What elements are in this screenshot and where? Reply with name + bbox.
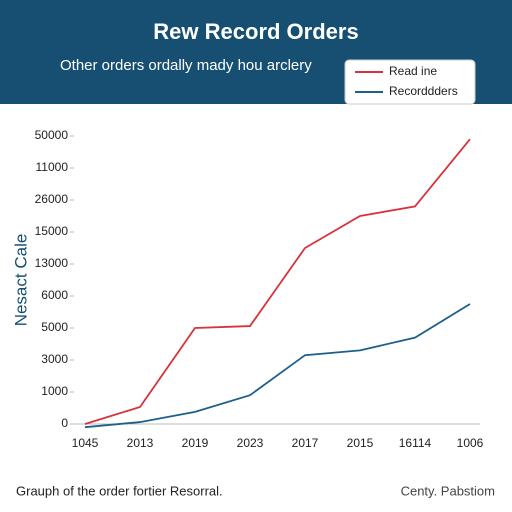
x-tick-label: 16114 xyxy=(399,436,432,450)
y-axis-label: Nesact Cale xyxy=(11,234,30,327)
x-tick-label: 1045 xyxy=(72,436,99,450)
x-tick-label: 2023 xyxy=(237,436,264,450)
data-line xyxy=(84,138,471,425)
y-tick-label: 11000 xyxy=(36,160,69,174)
y-tick-label: 50000 xyxy=(35,128,69,142)
legend-label: Read ine xyxy=(389,64,437,78)
footer-left: Grauph of the order fortier Resorral. xyxy=(16,483,223,498)
subtitle: Other orders ordally mady hou arclery xyxy=(60,57,312,74)
y-tick-label: 13000 xyxy=(35,256,69,270)
x-tick-label: 2019 xyxy=(182,436,209,450)
y-tick-label: 0 xyxy=(61,416,68,430)
legend-label: Recorddders xyxy=(389,84,458,98)
y-tick-label: 6000 xyxy=(41,288,68,302)
y-tick-label: 3000 xyxy=(41,352,68,366)
x-tick-label: 2015 xyxy=(347,436,374,450)
x-tick-label: 2017 xyxy=(292,436,319,450)
x-tick-label: 2013 xyxy=(127,436,154,450)
chart-title: Rew Record Orders xyxy=(153,19,358,44)
data-line xyxy=(84,303,471,429)
y-tick-label: 26000 xyxy=(35,192,69,206)
y-tick-label: 5000 xyxy=(41,320,68,334)
x-tick-label: 1006 xyxy=(457,436,484,450)
footer-right: Centy. Pabstiom xyxy=(401,483,495,498)
y-tick-label: 1000 xyxy=(41,384,68,398)
y-tick-label: 15000 xyxy=(35,224,69,238)
